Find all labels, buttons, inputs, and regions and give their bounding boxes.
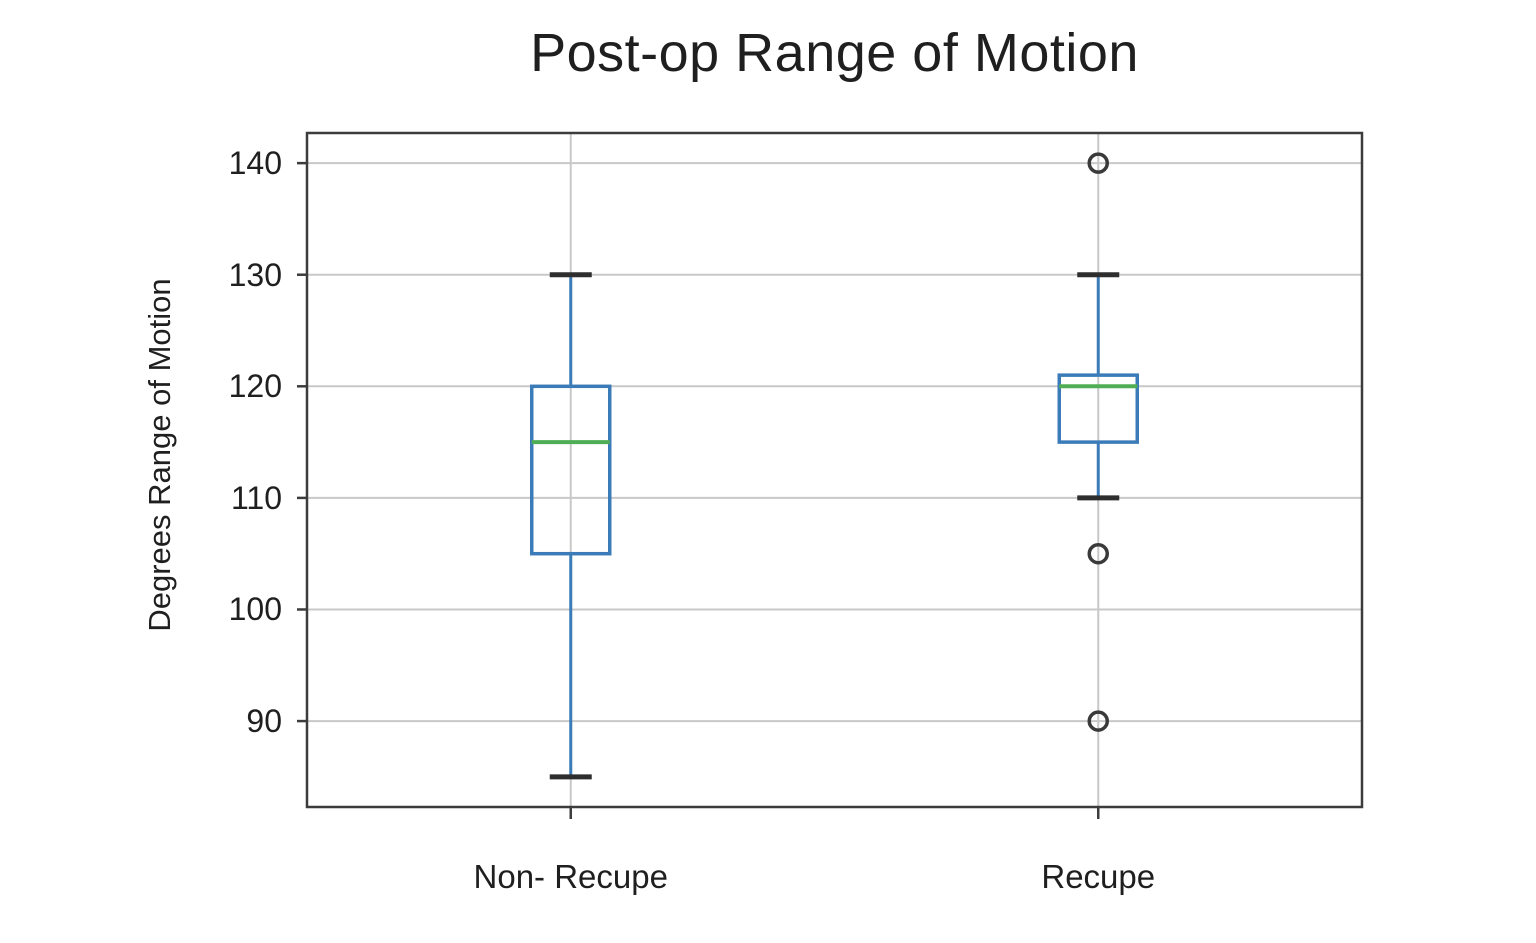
- outlier-point: [1087, 710, 1109, 732]
- y-tick-label: 90: [246, 703, 282, 740]
- outlier-point: [1087, 542, 1109, 565]
- box: [530, 384, 612, 556]
- y-tick-label: 130: [228, 256, 282, 293]
- y-tick-label: 110: [230, 479, 282, 516]
- box: [1057, 373, 1139, 444]
- x-tick-label: Recupe: [1041, 858, 1156, 895]
- x-tick-label: Non- Recupe: [473, 858, 668, 895]
- y-tick-label: 120: [228, 368, 282, 405]
- y-tick-label: 140: [228, 145, 282, 182]
- outlier-point: [1087, 152, 1109, 174]
- y-tick-label: 100: [228, 591, 282, 628]
- axis-border: [305, 131, 1364, 809]
- chart-title: Post-op Range of Motion: [530, 23, 1139, 83]
